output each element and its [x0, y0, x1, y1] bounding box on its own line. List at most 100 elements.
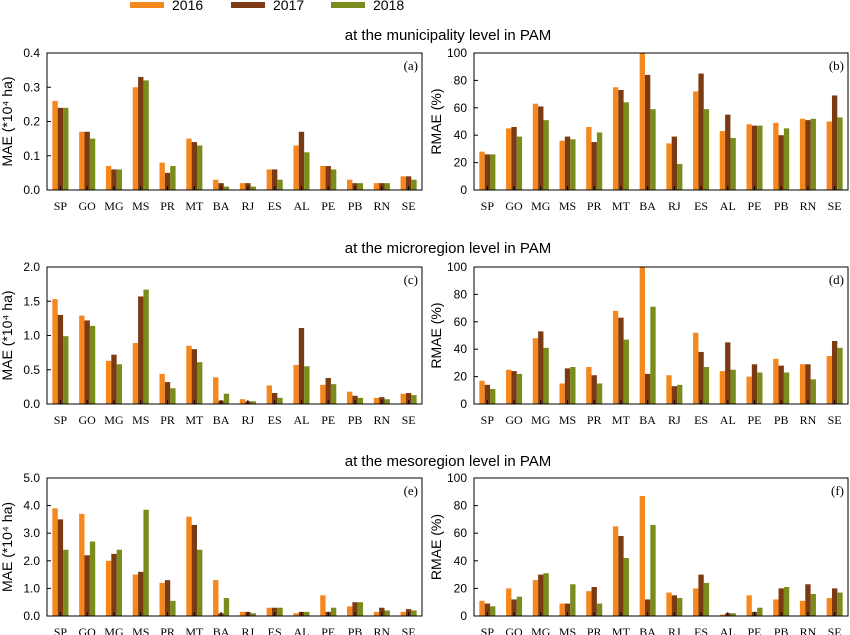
panel-label: (a) [404, 58, 418, 73]
legend-label-2017: 2017 [273, 0, 304, 13]
x-tick-label: AL [720, 413, 736, 427]
bar-2018-SP [490, 606, 496, 616]
x-tick-label: ES [694, 625, 708, 635]
bar-2017-RN [805, 120, 811, 190]
plot-frame [473, 52, 849, 191]
bar-2018-PB [357, 183, 364, 190]
x-tick-label: SE [828, 413, 842, 427]
x-tick-label: GO [505, 625, 523, 635]
bar-2018-MG [116, 169, 122, 190]
panel-c: 0.0 0.5 1.0 1.5 2.0 SP GO MG MS PR MT BA RJ ES AL PE PB R… [0, 260, 423, 427]
bar-2016-MT [612, 310, 619, 404]
bar-2016-GO [79, 315, 85, 404]
panel-label: (f) [831, 483, 844, 498]
bar-2018-BA [223, 393, 230, 404]
bar-2018-BA [223, 186, 230, 190]
bar-2017-SP [57, 314, 64, 404]
bar-2018-AL [304, 366, 310, 404]
bar-2018-MS [570, 367, 576, 404]
x-tick-label: RN [373, 413, 390, 427]
y-axis-label: MAE (*10⁴ ha) [0, 290, 15, 380]
bar-2016-RJ [239, 183, 246, 190]
x-tick-label: MG [104, 199, 124, 213]
bar-2016-SE [400, 393, 406, 404]
x-tick-label: GO [79, 625, 97, 635]
bar-2016-RJ [239, 399, 246, 404]
bar-2017-PR [164, 382, 171, 404]
y-tick-label: 20 [454, 581, 468, 595]
y-axis-label: MAE (*10⁴ ha) [0, 76, 15, 166]
bar-2016-RJ [666, 375, 672, 404]
bar-2016-MT [612, 87, 619, 190]
bar-2018-PR [596, 383, 603, 404]
x-tick-label: GO [79, 199, 97, 213]
bar-2016-MS [559, 383, 565, 404]
y-tick-label: 60 [454, 526, 468, 540]
y-tick-label: 0.5 [23, 363, 40, 377]
bar-2018-RJ [677, 384, 683, 404]
bar-2016-ES [693, 91, 699, 190]
bar-2017-MT [618, 317, 624, 404]
x-tick-label: RN [800, 199, 817, 213]
x-tick-label: BA [639, 199, 656, 213]
bar-2018-BA [650, 109, 656, 190]
bar-2018-GO [516, 373, 523, 404]
bar-2018-RN [384, 610, 390, 616]
panel-d: 0 20 40 60 80 100 SP GO MG MS PR MT BA RJ ES AL PE PB RN SE… [428, 260, 849, 427]
y-tick-label: 100 [447, 46, 467, 60]
bar-2016-PE [320, 595, 326, 616]
bar-2017-SE [831, 340, 838, 404]
x-tick-label: PB [348, 625, 363, 635]
bar-2018-SE [411, 610, 417, 616]
bar-2016-RN [373, 397, 380, 404]
bar-2018-GO [89, 138, 96, 191]
x-tick-label: BA [213, 625, 230, 635]
bar-2016-ES [693, 332, 699, 404]
y-tick-label: 0.0 [23, 397, 40, 411]
bar-2016-ES [266, 385, 272, 404]
x-tick-label: PR [160, 625, 175, 635]
bar-2018-PE [330, 384, 337, 404]
plot-frame [473, 477, 849, 617]
bar-2016-PR [586, 126, 592, 190]
bar-2017-BA [644, 74, 651, 190]
x-tick-label: SE [402, 199, 416, 213]
bar-2017-SE [405, 176, 412, 190]
x-tick-label: AL [293, 413, 309, 427]
bar-2018-RJ [677, 163, 683, 190]
bar-2016-PE [320, 166, 326, 190]
bar-2017-PR [164, 172, 171, 191]
x-tick-label: ES [268, 413, 282, 427]
bar-2017-AL [298, 131, 305, 190]
bar-2016-RN [373, 183, 380, 190]
bar-2017-MG [111, 354, 117, 404]
bar-2018-GO [516, 136, 523, 190]
bar-2017-PB [352, 602, 358, 616]
x-tick-label: ES [694, 413, 708, 427]
bar-2016-MT [186, 516, 192, 616]
bar-2017-PB [778, 588, 784, 616]
bar-2017-ES [272, 607, 278, 616]
legend-swatch-2017 [231, 2, 265, 8]
bar-2017-RJ [671, 386, 678, 404]
bar-2017-GO [511, 371, 517, 404]
y-tick-label: 0.0 [23, 183, 40, 197]
x-tick-label: GO [505, 413, 523, 427]
x-tick-label: MT [612, 413, 631, 427]
bar-2018-AL [304, 611, 310, 616]
x-tick-label: PR [587, 413, 602, 427]
bar-2017-MT [191, 349, 197, 404]
x-tick-label: RN [800, 625, 817, 635]
bar-2016-PE [746, 124, 752, 190]
x-tick-label: BA [213, 413, 230, 427]
bar-2017-MG [538, 331, 544, 404]
bar-2018-RJ [250, 186, 256, 190]
bar-2016-SE [400, 176, 406, 190]
x-tick-label: PB [774, 199, 789, 213]
y-tick-label: 1.0 [23, 581, 40, 595]
y-tick-label: 80 [454, 499, 468, 513]
x-tick-label: ES [268, 625, 282, 635]
bar-2018-ES [277, 607, 283, 616]
y-tick-label: 2.0 [23, 554, 40, 568]
x-tick-label: RJ [668, 199, 681, 213]
